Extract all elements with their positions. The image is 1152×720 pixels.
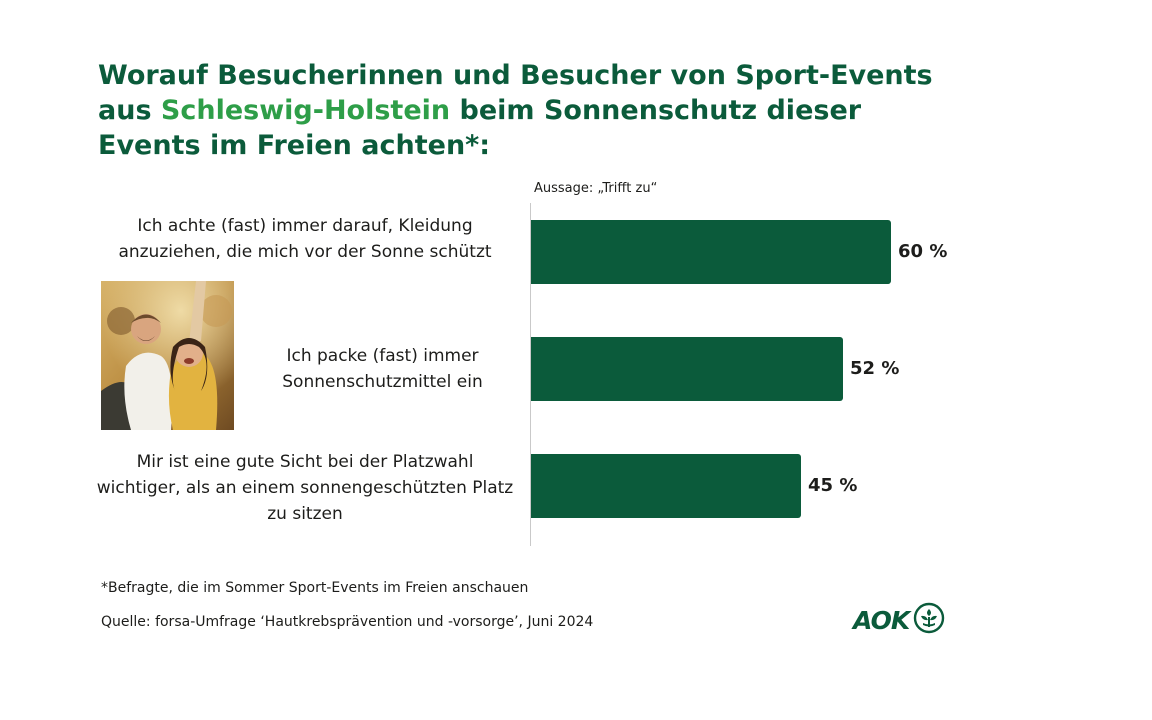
cheering-fans-photo (101, 281, 234, 430)
source-note: Quelle: forsa-Umfrage ‘Hautkrebspräventi… (101, 614, 594, 630)
category-label-1: Ich achte (fast) immer darauf, Kleidung … (118, 216, 492, 262)
logo-text: AOK (853, 605, 910, 635)
value-label-3: 45 % (808, 475, 858, 496)
bar-2 (531, 337, 843, 401)
statement-label: Aussage: „Trifft zu“ (534, 181, 658, 196)
title-line-3: Events im Freien achten*: (98, 130, 491, 161)
title-line-1: Worauf Besucherinnen und Besucher von Sp… (98, 60, 933, 91)
title-line-2-suffix: beim Sonnenschutz dieser (450, 95, 862, 126)
bar-1 (531, 220, 891, 284)
value-label-1: 60 % (898, 241, 948, 262)
footnote: *Befragte, die im Sommer Sport-Events im… (101, 580, 529, 596)
aok-logo: AOK (853, 602, 945, 638)
axis-line (530, 203, 531, 546)
value-label-2: 52 % (850, 358, 900, 379)
aok-tree-icon (913, 602, 945, 638)
chart-title: Worauf Besucherinnen und Besucher von Sp… (98, 58, 998, 163)
category-label-2: Ich packe (fast) immer Sonnenschutzmitte… (282, 346, 483, 392)
title-line-2-prefix: aus (98, 95, 161, 126)
category-label-3: Mir ist eine gute Sicht bei der Platzwah… (96, 452, 514, 524)
bar-3 (531, 454, 801, 518)
title-highlight-region: Schleswig-Holstein (160, 95, 451, 126)
